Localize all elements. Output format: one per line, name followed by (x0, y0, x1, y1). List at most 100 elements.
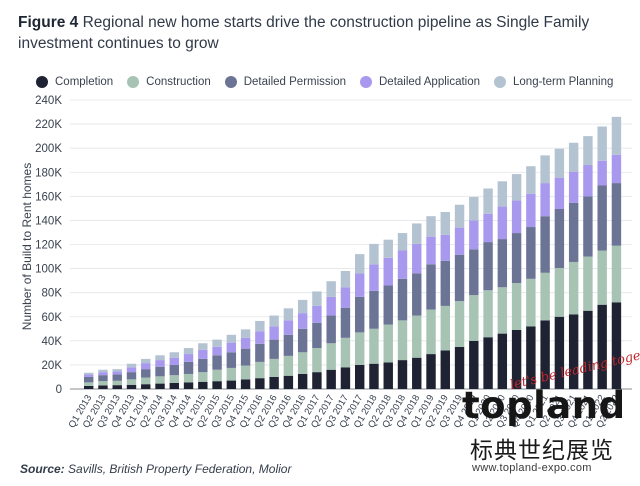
y-tick-label: 80K (42, 288, 63, 300)
bar-segment-long-term-planning (526, 166, 536, 194)
bar-segment-construction (269, 358, 279, 377)
bar-segment-detailed-application (269, 326, 279, 340)
chart-legend: Completion Construction Detailed Permissio… (36, 76, 627, 88)
legend-item-long-term-planning: Long-term Planning (494, 76, 613, 88)
bar-segment-completion (469, 340, 479, 389)
bar-segment-long-term-planning (397, 233, 408, 251)
bar-segment-detailed-permission (269, 339, 279, 359)
legend-label: Long-term Planning (513, 76, 614, 88)
bar-segment-detailed-application (454, 227, 465, 255)
bar-segment-detailed-permission (169, 364, 179, 376)
bar-segment-construction (540, 272, 550, 321)
bar-segment-detailed-permission (312, 322, 322, 349)
bar-segment-detailed-permission (568, 202, 579, 262)
legend-label: Detailed Permission (243, 76, 346, 88)
bar-segment-long-term-planning (240, 329, 251, 338)
bar-segment-completion (426, 354, 436, 389)
bar-segment-construction (469, 295, 479, 341)
bar-segment-detailed-application (369, 264, 379, 291)
bar-segment-detailed-permission (426, 264, 436, 310)
bar-segment-detailed-application (397, 250, 408, 279)
bar-segment-completion (112, 385, 122, 389)
bar-segment-detailed-application (312, 305, 322, 323)
bar-segment-detailed-application (326, 296, 336, 316)
y-tick-label: 140K (35, 215, 62, 227)
bar-segment-completion (126, 384, 137, 389)
bar-segment-detailed-permission (397, 278, 408, 321)
bar-segment-detailed-application (297, 313, 308, 329)
bar-segment-detailed-application (112, 371, 122, 375)
bar-segment-construction (240, 365, 251, 380)
bar-segment-detailed-application (155, 360, 165, 367)
bar-segment-construction (440, 305, 450, 351)
bar-segment-detailed-application (84, 374, 94, 377)
bar-segment-construction (183, 373, 194, 383)
bar-segment-detailed-permission (540, 216, 550, 273)
bar-segment-construction (483, 290, 493, 338)
bar-segment-detailed-permission (469, 249, 479, 296)
bar-segment-long-term-planning (126, 363, 137, 368)
bar-segment-long-term-planning (312, 291, 322, 306)
bar-segment-long-term-planning (255, 320, 265, 332)
bar-segment-detailed-permission (198, 358, 208, 373)
bar-segment-construction (597, 250, 607, 305)
bar-segment-detailed-application (126, 367, 137, 373)
y-tick-label: 100K (35, 264, 62, 276)
bar-segment-detailed-permission (340, 307, 351, 338)
bar-segment-detailed-application (611, 154, 622, 184)
bar-segment-long-term-planning (383, 239, 393, 258)
bar-segment-long-term-planning (597, 126, 607, 161)
watermark-logo: topland (462, 384, 626, 427)
bar-segment-detailed-application (540, 183, 550, 217)
y-tick-label: 0 (56, 384, 62, 396)
bar-segment-detailed-application (554, 177, 565, 209)
source-text: Savills, British Property Federation, Mo… (68, 462, 292, 476)
bar-segment-long-term-planning (369, 243, 379, 265)
bar-segment-long-term-planning (412, 223, 422, 244)
bar-segment-completion (226, 380, 237, 389)
bar-segment-long-term-planning (84, 372, 94, 375)
figure-title: Figure 4 Regional new home starts drive … (18, 12, 618, 54)
bar-segment-completion (526, 326, 536, 389)
bar-segment-completion (312, 372, 322, 389)
figure-label: Figure 4 (18, 14, 79, 31)
y-tick-label: 120K (35, 240, 62, 252)
bar-segment-completion (597, 304, 607, 389)
bar-segment-detailed-permission (454, 254, 465, 302)
bar-segment-completion (412, 357, 422, 389)
source-note: Source: Savills, British Property Federa… (20, 462, 291, 476)
bar-segment-detailed-application (469, 220, 479, 250)
y-tick-label: 20K (42, 360, 63, 372)
bar-segment-detailed-permission (212, 355, 222, 370)
bar-segment-detailed-permission (355, 296, 365, 333)
bar-segment-completion (583, 310, 593, 389)
bar-segment-long-term-planning (355, 254, 365, 274)
bar-segment-detailed-application (583, 165, 593, 197)
bar-segment-long-term-planning (568, 142, 579, 172)
bar-segment-construction (568, 261, 579, 315)
bar-segment-detailed-permission (412, 273, 422, 316)
legend-item-completion: Completion (36, 76, 113, 88)
legend-item-construction: Construction (127, 76, 211, 88)
bar-segment-long-term-planning (483, 188, 493, 214)
bar-segment-construction (112, 380, 122, 386)
y-tick-label: 60K (42, 312, 63, 324)
bar-segment-detailed-permission (297, 328, 308, 353)
bar-segment-detailed-permission (84, 376, 94, 383)
source-label: Source: (20, 462, 65, 476)
bar-segment-completion (511, 330, 522, 389)
bar-segment-detailed-application (526, 193, 536, 228)
bar-segment-long-term-planning (454, 204, 465, 228)
bar-segment-completion (269, 376, 279, 389)
bar-segment-construction (126, 379, 137, 385)
bar-segment-detailed-permission (554, 208, 565, 268)
bar-segment-construction (326, 343, 336, 370)
bar-segment-long-term-planning (212, 339, 222, 347)
bar-segment-detailed-application (355, 273, 365, 297)
bar-segment-detailed-application (198, 349, 208, 359)
bar-segment-construction (611, 245, 622, 303)
bar-segment-detailed-permission (326, 315, 336, 344)
bar-segment-detailed-application (497, 206, 508, 240)
bar-segment-construction (554, 267, 565, 317)
bar-segment-completion (497, 333, 508, 389)
